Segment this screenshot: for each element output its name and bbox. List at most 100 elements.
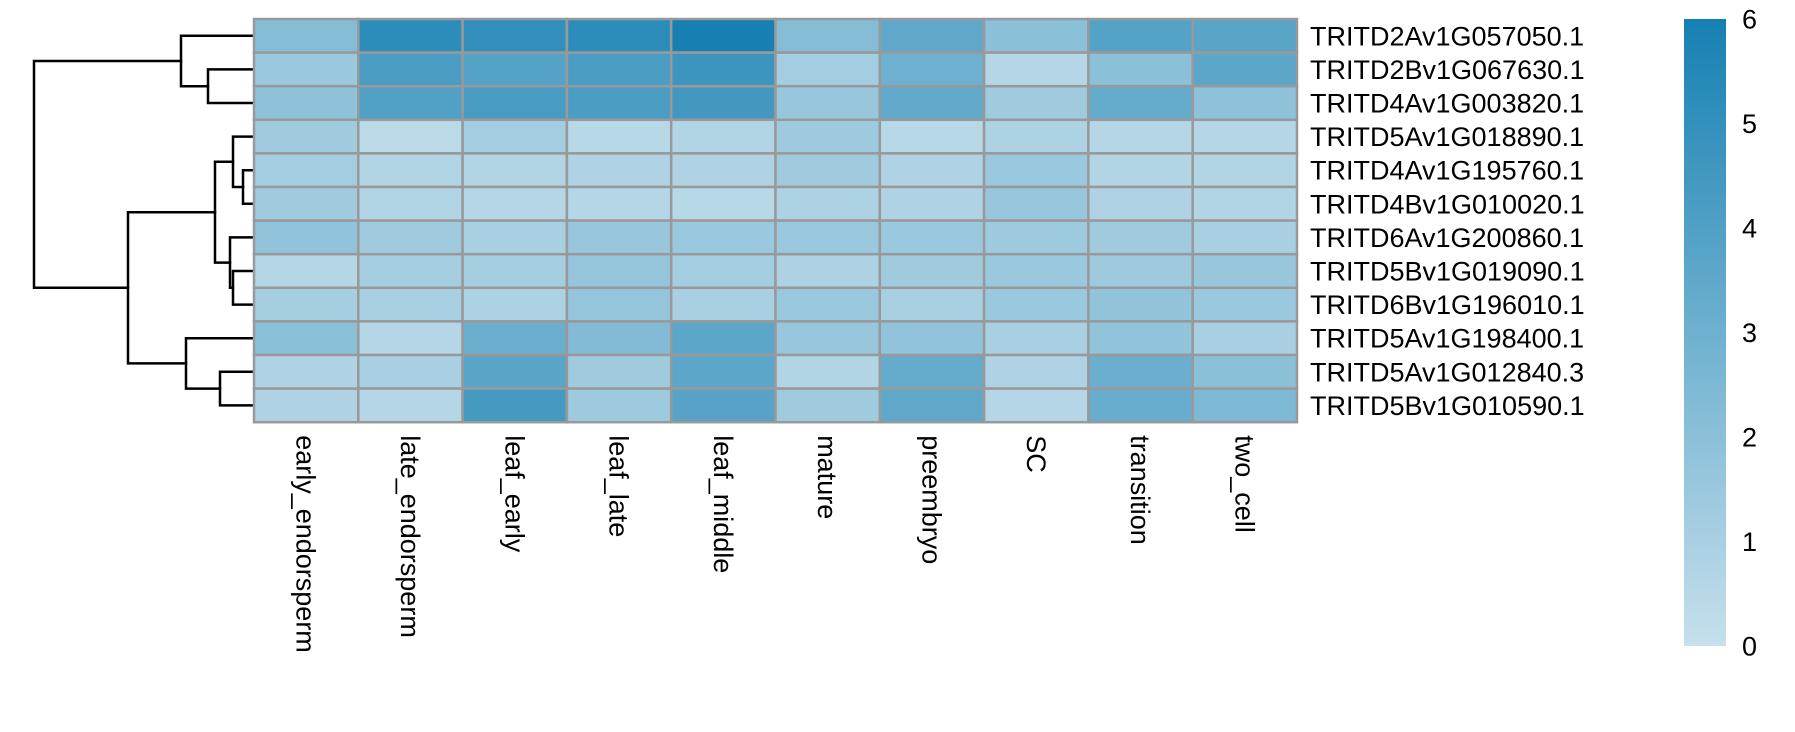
heatmap-cell [982,353,1090,390]
heatmap-cell [461,252,569,290]
heatmap-cell [982,84,1090,122]
heatmap-cell [878,84,986,122]
heatmap-cell [461,320,569,357]
dendrogram-branch [231,135,256,189]
heatmap-cell [1191,118,1299,155]
column-label: leaf_middle [708,435,738,573]
dendrogram-branch [218,370,256,407]
heatmap-cell [461,118,569,155]
heatmap-cell [774,252,882,290]
heatmap-cell [357,152,464,189]
heatmap-cell [357,286,464,323]
heatmap-cell [1087,219,1194,256]
heatmap-cell [669,17,777,54]
heatmap-cell [461,387,569,424]
heatmap-cell [669,252,777,290]
heatmap-cell [1087,185,1194,222]
row-dendrogram [32,34,256,407]
heatmap-cell [357,84,464,122]
heatmap-cell [252,387,360,424]
legend-ticks: 0 1 2 3 4 5 6 [1742,5,1757,662]
heatmap-cell [878,387,986,424]
heatmap-cell [774,17,882,54]
heatmap-cell [565,219,673,256]
heatmap-cell [774,118,882,155]
heatmap-cell [878,185,986,222]
heatmap-cell [774,51,882,88]
row-label: TRITD4Av1G003820.1 [1310,89,1584,119]
column-label: mature [812,435,842,519]
dendrogram-branch [206,68,256,105]
color-legend: 0 1 2 3 4 5 6 [1684,5,1757,662]
legend-tick-label: 4 [1742,214,1757,244]
heatmap-cell [461,353,569,390]
dendrogram-branch [179,34,256,88]
heatmap-cell [669,118,777,155]
heatmap-cell [461,286,569,323]
heatmap-cell [1191,185,1299,222]
row-label: TRITD2Av1G057050.1 [1310,21,1584,51]
heatmap-cell [774,320,882,357]
heatmap-cell [878,353,986,390]
heatmap-cell [252,185,360,222]
heatmap-cell [1087,118,1194,155]
heatmap-cell [669,51,777,88]
heatmap-cell [774,84,882,122]
heatmap-cell [669,152,777,189]
dendrogram-branch [213,160,235,264]
heatmap-cell [1191,387,1299,424]
row-label: TRITD4Bv1G010020.1 [1310,189,1585,219]
heatmap-cell [878,286,986,323]
heatmap-cell [252,51,360,88]
heatmap-cell [357,51,464,88]
heatmap-cell [565,152,673,189]
legend-color-bar [1684,19,1726,646]
dendrogram-branch [32,59,183,290]
heatmap-cell [878,118,986,155]
heatmap-cell [565,320,673,357]
heatmap-cell [1087,353,1194,390]
heatmap-cell [252,286,360,323]
heatmap-cell [461,185,569,222]
heatmap-cell [1191,219,1299,256]
heatmap-cell [982,320,1090,357]
row-labels: TRITD2Av1G057050.1 TRITD2Bv1G067630.1 TRIT… [1310,21,1585,421]
heatmap-cell [1191,353,1299,390]
legend-tick-label: 3 [1742,318,1757,348]
row-label: TRITD6Av1G200860.1 [1310,223,1584,253]
row-label: TRITD5Bv1G010590.1 [1310,391,1585,421]
heatmap-cell [252,252,360,290]
heatmap-cell [565,353,673,390]
heatmap-cell [982,152,1090,189]
column-label: leaf_late [604,435,634,537]
heatmap-cell [252,118,360,155]
heatmap-cell [878,320,986,357]
heatmap-cell [461,219,569,256]
column-label: SC [1021,435,1051,473]
heatmap-cell [1191,152,1299,189]
heatmap-cell [565,387,673,424]
heatmap-cell [461,84,569,122]
heatmap-cell [565,286,673,323]
heatmap-cell [1087,152,1194,189]
heatmap-cell [878,219,986,256]
column-label: preembryo [916,435,946,564]
heatmap-cell [982,118,1090,155]
heatmap-cell [982,185,1090,222]
heatmap-cell [565,185,673,222]
heatmap-cell [982,17,1090,54]
heatmap-cell [982,286,1090,323]
heatmap-cell [357,387,464,424]
heatmap-cell [878,252,986,290]
heatmap-cell [669,320,777,357]
row-label: TRITD4Av1G195760.1 [1310,156,1584,186]
heatmap-cell [669,387,777,424]
heatmap-cell [357,320,464,357]
legend-tick-label: 0 [1742,632,1757,662]
heatmap-cell [669,219,777,256]
heatmap-cell [357,118,464,155]
heatmap-cell [1191,252,1299,290]
legend-tick-label: 5 [1742,109,1757,139]
heatmap-cell [982,219,1090,256]
